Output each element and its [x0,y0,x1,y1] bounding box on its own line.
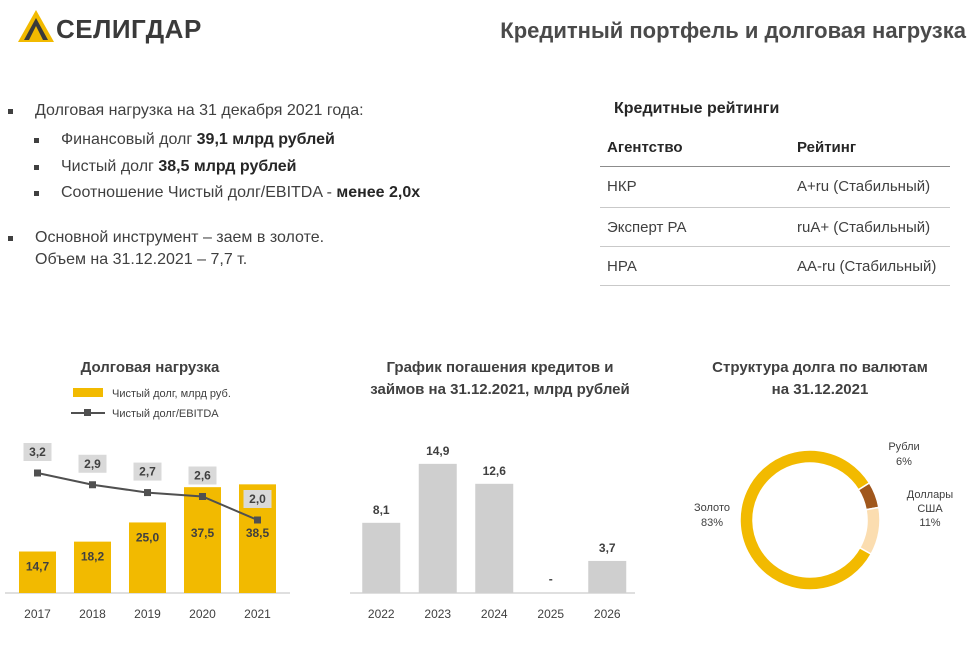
ratio-label-bg [243,490,272,508]
ratio-label-bg [23,443,52,461]
legend-label-ratio: Чистый долг/EBITDA [112,408,219,420]
slice-value-label: 83% [701,517,723,529]
slice-value-label: 6% [896,456,912,468]
x-tick-label: 2024 [481,607,508,621]
bar-value-label: 14,9 [426,444,450,458]
column-header-rating: Рейтинг [797,139,857,156]
bar-value-label: 25,0 [136,530,160,544]
x-tick-label: 2022 [368,607,395,621]
bar-value-label: 37,5 [191,526,215,540]
bar-value-label: - [549,572,553,586]
bar-value-label: 12,6 [483,464,507,478]
slice-name-label: Золото [694,502,730,514]
ratings-title: Кредитные рейтинги [614,100,780,117]
legend-marker-ratio [84,409,91,416]
bullet-text: Соотношение Чистый долг/EBITDA - [61,184,337,201]
slice-name-label: Рубли [888,441,919,453]
ratio-label-bg [78,454,107,473]
x-tick-label: 2023 [424,607,451,621]
table-header-row: Агентство Рейтинг [600,128,950,167]
rating-cell: ruA+ (Стабильный) [797,219,931,236]
agency-cell: НКР [607,178,637,195]
bullet-text: Финансовый долг [61,131,197,148]
repayment-chart: 8,1 2022 14,9 2023 12,6 2024 - 2025 3,7 2026 [350,444,635,621]
bullet-text: Чистый долг [61,158,159,175]
bar-net-debt [129,522,166,593]
logo-text: СЕЛИГДАР [56,14,202,44]
bar-net-debt [74,541,111,593]
table-row: НРА AA-ru (Стабильный) [600,247,950,286]
ratio-value-label: 2,9 [84,457,101,471]
bullet-marker [8,109,13,114]
column-header-agency: Агентство [607,139,683,156]
bullet-text: Основной инструмент – заем в золоте. [35,229,325,246]
bar-value-label: 3,7 [599,541,616,555]
bar-value-label: 14,7 [26,560,50,574]
logo [18,10,54,42]
x-tick-label: 2021 [244,607,271,621]
ratio-point [254,516,261,524]
table-row: Эксперт РА ruA+ (Стабильный) [600,208,950,247]
x-tick-label: 2018 [79,607,106,621]
financial-debt-value: 39,1 млрд рублей [196,131,335,148]
chart-title-currency: Структура долга по валютам на 31.12.2021 [690,357,950,401]
donut-slice [858,506,881,556]
bullet-marker [34,165,39,170]
x-tick-label: 2026 [594,607,621,621]
bar-repayment [475,483,514,593]
chart-title-repayment: График погашения кредитов и займов на 31… [345,357,655,401]
bar-repayment [588,560,627,593]
bar-repayment [418,463,457,593]
chart-title-debt-load: Долговая нагрузка [80,359,220,376]
bullet-marker [8,236,13,241]
chart-title-line: Структура долга по валютам [712,359,928,376]
ratio-value: менее 2,0х [336,184,421,201]
x-tick-label: 2020 [189,607,216,621]
ratio-value-label: 2,7 [139,465,156,479]
ratio-value-label: 2,6 [194,469,211,483]
chart-title-line: на 31.12.2021 [771,381,869,398]
bullet-continuation: Объем на 31.12.2021 – 7,7 т. [35,251,248,268]
ratio-value-label: 3,2 [29,445,46,459]
legend-swatch-net-debt [73,388,103,397]
x-tick-label: 2017 [24,607,51,621]
bar-value-label: 18,2 [81,550,105,564]
bar-value-label: 38,5 [246,526,270,540]
slice-name-label: Доллары [907,489,954,501]
rating-cell: AA-ru (Стабильный) [797,258,937,275]
x-tick-label: 2025 [537,607,564,621]
bar-value-label: 8,1 [373,503,390,517]
ratio-label-bg [188,466,217,485]
bullet-marker [34,138,39,143]
chart-title-line: займов на 31.12.2021, млрд рублей [370,381,630,398]
ratio-value-label: 2,0 [249,492,266,506]
ratio-point [199,493,206,500]
table-row: НКР A+ru (Стабильный) [600,167,950,208]
page-title: Кредитный портфель и долговая нагрузка [500,18,966,43]
ratio-point [89,481,96,489]
bullet-marker [34,191,39,196]
donut-slice [739,449,873,591]
ratio-point [144,489,151,497]
net-debt-value: 38,5 млрд рублей [158,158,297,175]
bar-net-debt [19,551,56,593]
bar-repayment [362,522,401,593]
rating-cell: A+ru (Стабильный) [797,178,931,195]
ratings-table: Агентство Рейтинг НКР A+ru (Стабильный) … [600,128,950,286]
legend-label-net-debt: Чистый долг, млрд руб. [112,388,231,400]
slice-value-label: 11% [919,517,940,529]
x-tick-label: 2019 [134,607,161,621]
ratio-label-bg [133,462,162,481]
bar-net-debt [184,487,221,593]
bullet-text: Долговая нагрузка на 31 декабря 2021 год… [35,102,364,119]
debt-load-chart: Чистый долг, млрд руб. Чистый долг/EBITDA… [5,388,290,621]
agency-cell: НРА [607,258,637,275]
slice-name-label: США [917,503,943,515]
chart-title-line: График погашения кредитов и [386,359,614,376]
agency-cell: Эксперт РА [607,219,687,236]
ratio-point [34,469,41,477]
currency-donut-chart: Рубли 6% Доллары США 11% Золото 83% [694,441,954,591]
